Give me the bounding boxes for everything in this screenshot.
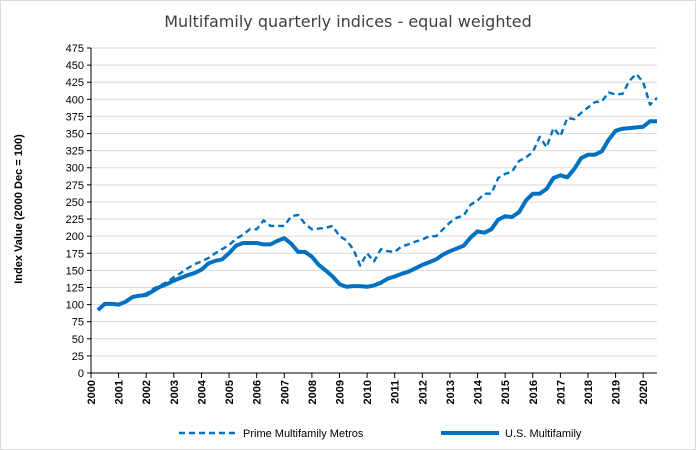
y-tick-label-75: 75 [72, 317, 84, 329]
x-tick-label-2013: 2013 [445, 380, 457, 404]
x-tick-label-2001: 2001 [114, 380, 126, 404]
series-line-us-multifamily [96, 119, 657, 312]
x-tick-label-2002: 2002 [141, 380, 153, 404]
legend: Prime Multifamily Metros U.S. Multifamily [179, 428, 582, 440]
y-axis-ticks: 0 25 50 75 100 125 150 175 200 225 250 275 300 325 350… [66, 43, 91, 380]
series-group [96, 72, 658, 312]
chart-title: Multifamily quarterly indices - equal we… [164, 12, 531, 31]
x-tick-label-2019: 2019 [611, 380, 623, 404]
x-tick-label-2012: 2012 [417, 380, 429, 404]
x-tick-label-2003: 2003 [169, 380, 181, 404]
y-tick-label-375: 375 [66, 111, 84, 123]
y-tick-label-100: 100 [66, 300, 84, 312]
y-tick-label-125: 125 [66, 282, 84, 294]
x-tick-label-2006: 2006 [252, 380, 264, 404]
x-tick-label-2004: 2004 [196, 379, 208, 404]
y-tick-label-200: 200 [66, 231, 84, 243]
x-tick-label-2011: 2011 [390, 380, 402, 404]
x-tick-label-2005: 2005 [224, 380, 236, 404]
y-tick-label-225: 225 [66, 214, 84, 226]
y-tick-label-275: 275 [66, 180, 84, 192]
x-tick-label-2009: 2009 [334, 380, 346, 404]
y-tick-label-425: 425 [66, 77, 84, 89]
x-tick-label-2018: 2018 [583, 380, 595, 404]
y-tick-label-0: 0 [78, 368, 84, 380]
x-tick-label-2015: 2015 [500, 380, 512, 404]
x-tick-label-2014: 2014 [473, 379, 485, 404]
y-tick-label-475: 475 [66, 43, 84, 55]
y-tick-label-25: 25 [72, 351, 84, 363]
axes [90, 48, 657, 374]
y-tick-label-150: 150 [66, 265, 84, 277]
y-tick-label-300: 300 [66, 163, 84, 175]
y-tick-label-50: 50 [72, 334, 84, 346]
y-tick-label-350: 350 [66, 129, 84, 141]
series-line-prime-multifamily-metros [97, 72, 658, 311]
gridlines [91, 47, 657, 357]
x-tick-label-2008: 2008 [307, 380, 319, 404]
y-tick-label-325: 325 [66, 146, 84, 158]
y-tick-label-250: 250 [66, 197, 84, 209]
x-tick-label-2020: 2020 [638, 380, 650, 404]
y-tick-label-400: 400 [66, 94, 84, 106]
x-tick-label-2007: 2007 [279, 380, 291, 404]
legend-label-us-multifamily: U.S. Multifamily [505, 428, 582, 440]
y-tick-label-450: 450 [66, 60, 84, 72]
x-axis-ticks: 2000 2001 2002 2003 2004 2005 2006 2007 2008 2009… [86, 373, 650, 404]
x-tick-label-2017: 2017 [555, 380, 567, 404]
y-axis-label: Index Value (2000 Dec = 100) [13, 134, 25, 284]
x-tick-label-2000: 2000 [86, 380, 98, 404]
y-tick-label-175: 175 [66, 248, 84, 260]
x-tick-label-2016: 2016 [528, 380, 540, 404]
x-tick-label-2010: 2010 [362, 380, 374, 404]
legend-label-prime-multifamily-metros: Prime Multifamily Metros [243, 428, 364, 440]
